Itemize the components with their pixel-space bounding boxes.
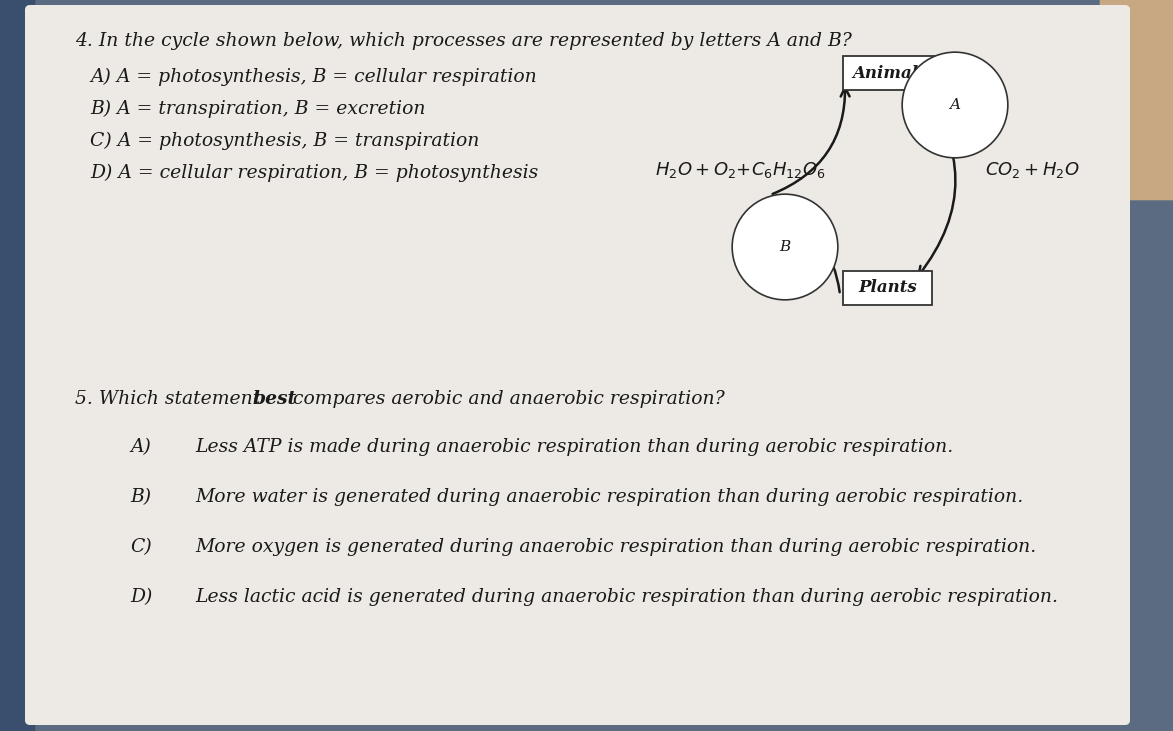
Text: C) A = photosynthesis, B = transpiration: C) A = photosynthesis, B = transpiration (90, 132, 480, 151)
Text: Less ATP is made during anaerobic respiration than during aerobic respiration.: Less ATP is made during anaerobic respir… (195, 438, 954, 456)
Text: 4. In the cycle shown below, which processes are represented by letters A and B?: 4. In the cycle shown below, which proce… (75, 32, 852, 50)
Text: Plants: Plants (859, 279, 917, 297)
FancyBboxPatch shape (25, 5, 1130, 725)
FancyBboxPatch shape (1100, 0, 1173, 200)
Text: $\mathit{H_2O+O_2}$$\mathit{+ C_6H_{12}O_6}$: $\mathit{H_2O+O_2}$$\mathit{+ C_6H_{12}O… (655, 160, 826, 180)
Text: D): D) (130, 588, 152, 606)
FancyArrowPatch shape (917, 82, 956, 276)
FancyBboxPatch shape (0, 0, 35, 731)
Text: 5. Which statement: 5. Which statement (75, 390, 266, 408)
Text: best: best (253, 390, 297, 408)
Text: A) A = photosynthesis, B = cellular respiration: A) A = photosynthesis, B = cellular resp… (90, 68, 537, 86)
Text: More oxygen is generated during anaerobic respiration than during aerobic respir: More oxygen is generated during anaerobi… (195, 538, 1036, 556)
FancyArrowPatch shape (773, 88, 849, 194)
Text: D) A = cellular respiration, B = photosynthesis: D) A = cellular respiration, B = photosy… (90, 164, 538, 182)
FancyBboxPatch shape (843, 56, 937, 90)
Text: A): A) (130, 438, 151, 456)
Text: More water is generated during anaerobic respiration than during aerobic respira: More water is generated during anaerobic… (195, 488, 1023, 506)
Text: B) A = transpiration, B = excretion: B) A = transpiration, B = excretion (90, 100, 426, 118)
FancyBboxPatch shape (843, 271, 933, 305)
Text: B): B) (130, 488, 151, 506)
Text: B: B (779, 240, 791, 254)
Text: compares aerobic and anaerobic respiration?: compares aerobic and anaerobic respirati… (287, 390, 725, 408)
Text: C): C) (130, 538, 151, 556)
FancyArrowPatch shape (775, 214, 840, 292)
Text: $\mathit{CO_2 + H_2O}$: $\mathit{CO_2 + H_2O}$ (985, 160, 1080, 180)
Text: Animals: Animals (853, 64, 928, 81)
Text: Less lactic acid is generated during anaerobic respiration than during aerobic r: Less lactic acid is generated during ana… (195, 588, 1058, 606)
Text: A: A (949, 98, 961, 112)
